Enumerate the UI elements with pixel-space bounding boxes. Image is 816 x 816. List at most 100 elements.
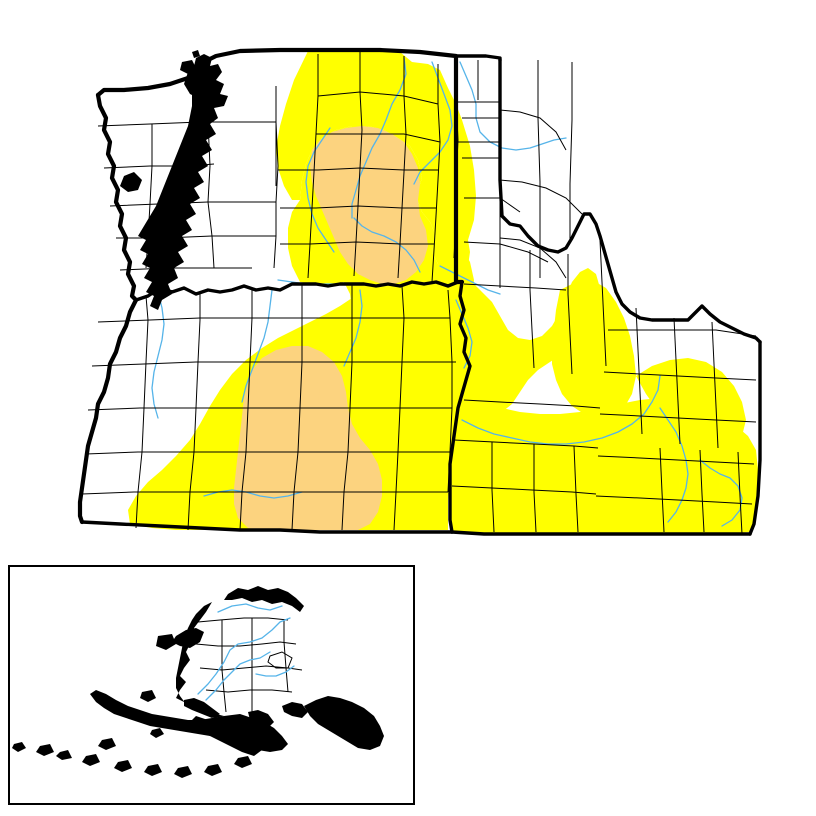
county-line-wa-ne1: [500, 110, 566, 150]
river-columbia-bend: [353, 217, 421, 273]
d0-area-nc-washington: [276, 50, 476, 284]
alaska-island-12: [234, 756, 252, 768]
state-outlines-layer: [77, 47, 762, 536]
river-salmon-id: [659, 407, 689, 523]
river-john-day: [343, 289, 363, 367]
alaska-island-5: [36, 744, 54, 756]
alaska-coast-and-islands: [12, 586, 384, 778]
river-snake-wa: [439, 265, 501, 295]
island-dot-1: [192, 50, 200, 58]
idaho-mt-border: [498, 58, 762, 344]
river-bear: [699, 459, 743, 527]
alaska-borough-line-1: [198, 618, 288, 622]
county-line-wa-15: [280, 242, 434, 244]
d1-area-central-oregon-lobe: [256, 358, 320, 420]
alaska-alaska-peninsula: [190, 716, 262, 756]
alaska-river-tanana: [255, 665, 295, 677]
county-line-or-11: [394, 286, 404, 530]
county-line-wa-16: [316, 134, 440, 142]
county-line-wa-17: [318, 92, 438, 104]
county-line-id-20: [452, 486, 596, 494]
washington-west-coast: [95, 92, 139, 303]
or-id-state-line: [448, 280, 472, 534]
county-line-id-27: [738, 452, 742, 534]
river-columbia-upper: [413, 61, 453, 185]
alaska-island-7: [82, 754, 100, 766]
county-line-or-5: [82, 492, 448, 494]
county-line-id-26: [700, 450, 704, 532]
county-line-wa-ne4: [538, 60, 540, 278]
county-line-or-3: [88, 408, 452, 410]
river-deschutes: [241, 289, 273, 403]
county-line-id-6: [464, 284, 566, 290]
alaska-island-1: [156, 634, 176, 650]
county-line-wa-ne5: [570, 62, 572, 244]
puget-sound-mass: [138, 54, 228, 310]
alaska-cook-inlet: [248, 710, 274, 728]
alaska-island-13: [12, 742, 26, 752]
county-line-wa-13: [278, 168, 438, 170]
county-line-id-15: [604, 372, 756, 380]
county-line-id-14: [608, 330, 756, 336]
county-line-id-9: [568, 254, 572, 374]
river-wenatchee: [305, 127, 335, 253]
alaska-island-2: [140, 690, 156, 702]
olympic-coast-detail: [120, 172, 142, 192]
alaska-river-kuskokwim: [205, 651, 271, 701]
river-snake-hells-canyon: [455, 299, 473, 369]
alaska-island-9: [144, 764, 162, 776]
alaska-north-coast: [224, 586, 304, 612]
county-line-id-18: [596, 496, 752, 504]
alaska-seward-peninsula: [172, 628, 204, 648]
alaska-borough-line-4: [206, 690, 292, 692]
county-line-or-9: [292, 284, 302, 530]
alaska-island-11: [204, 764, 222, 776]
county-line-id-16: [600, 414, 756, 422]
d0-area-north-idaho: [448, 268, 600, 416]
alaska-borough-line-7: [284, 620, 288, 692]
alaska-borough-line-5: [222, 620, 226, 712]
county-line-id-10: [600, 240, 606, 366]
county-line-id-11: [636, 308, 642, 434]
county-line-wa-14: [280, 206, 436, 208]
d0-area-east-idaho: [636, 358, 746, 444]
idaho-north-line: [454, 54, 502, 62]
county-line-or-2: [92, 362, 456, 366]
river-snake-plain: [461, 375, 661, 445]
alaska-inset: [8, 565, 415, 805]
alaska-island-10: [174, 766, 192, 778]
county-boundaries-layer: [82, 52, 756, 534]
county-line-id-21: [492, 442, 494, 532]
alaska-river-yukon: [197, 617, 291, 695]
alaska-island-4: [98, 738, 116, 750]
wa-or-state-line: [134, 280, 464, 302]
county-line-or-6: [136, 296, 148, 528]
pnw-main-map: [77, 47, 762, 536]
alaska-borough-line-8: [268, 652, 292, 668]
county-line-id-17: [598, 456, 754, 464]
county-line-wa-8: [274, 86, 278, 268]
alaska-southeast-panhandle: [304, 696, 384, 750]
d0-area-wallowa: [416, 284, 444, 322]
river-okanogan: [351, 57, 407, 219]
county-line-or-8: [240, 288, 252, 530]
puget-sound-islands: [120, 50, 228, 310]
county-line-or-10: [342, 284, 352, 530]
county-line-id-8: [530, 250, 534, 368]
drought-layer-d1: [234, 126, 428, 530]
county-line-id-12: [674, 318, 680, 444]
alaska-island-3: [150, 728, 164, 738]
alaska-river-yukon-north: [217, 603, 283, 613]
oregon-west-coast: [77, 297, 139, 525]
county-line-id-25: [660, 448, 664, 532]
county-line-id-24: [464, 400, 600, 408]
river-willamette: [151, 291, 165, 419]
county-line-id-22: [534, 444, 536, 532]
alaska-bristol-bay-coast: [184, 698, 220, 718]
idaho-south-line: [450, 530, 752, 536]
county-line-or-1: [98, 318, 450, 322]
county-line-wa-ne2: [500, 180, 582, 214]
alaska-borough-line-2: [196, 642, 296, 646]
county-line-or-7: [188, 294, 200, 530]
